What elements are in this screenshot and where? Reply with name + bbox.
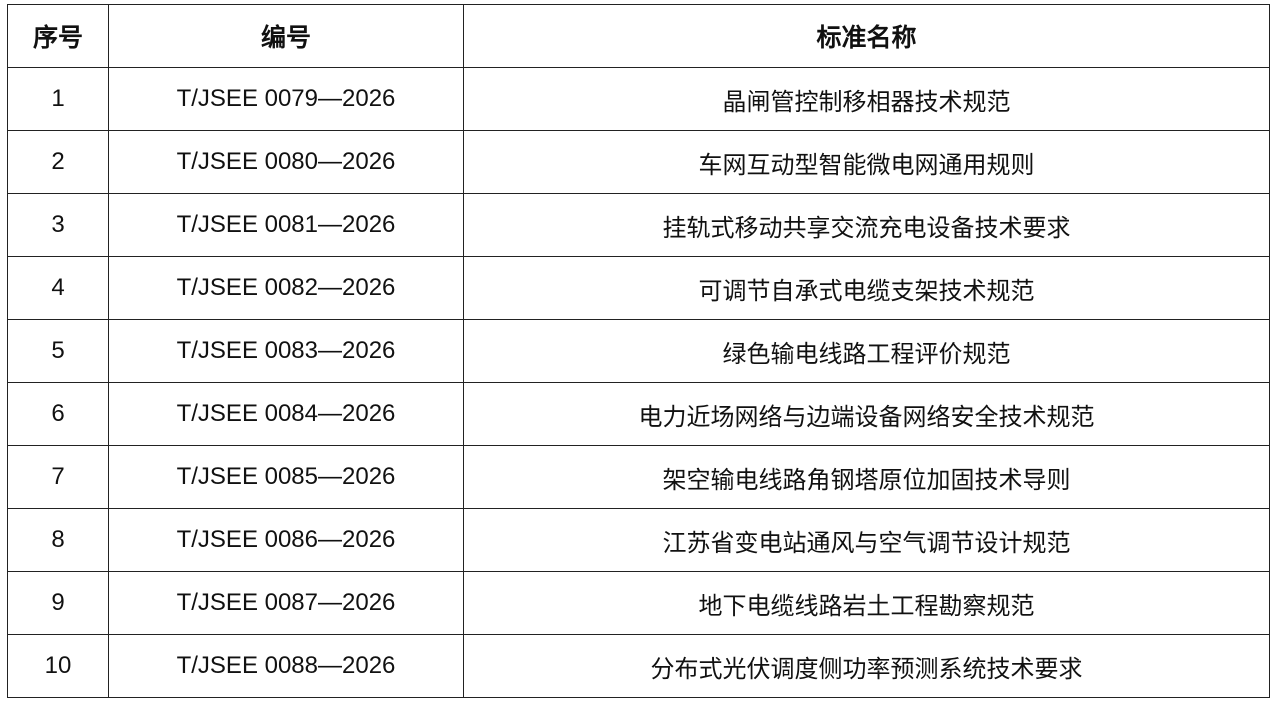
header-row: 序号 编号 标准名称 [7, 4, 1270, 68]
cell-code: T/JSEE 0081—2026 [108, 193, 464, 257]
table-row: 1 T/JSEE 0079—2026 晶闸管控制移相器技术规范 [7, 67, 1270, 131]
table-row: 9 T/JSEE 0087—2026 地下电缆线路岩土工程勘察规范 [7, 571, 1270, 635]
cell-name: 可调节自承式电缆支架技术规范 [463, 256, 1270, 320]
cell-name: 电力近场网络与边端设备网络安全技术规范 [463, 382, 1270, 446]
cell-index: 3 [7, 193, 109, 257]
cell-code: T/JSEE 0084—2026 [108, 382, 464, 446]
header-name: 标准名称 [463, 4, 1270, 68]
header-index: 序号 [7, 4, 109, 68]
table-row: 7 T/JSEE 0085—2026 架空输电线路角钢塔原位加固技术导则 [7, 445, 1270, 509]
cell-code: T/JSEE 0082—2026 [108, 256, 464, 320]
table-row: 5 T/JSEE 0083—2026 绿色输电线路工程评价规范 [7, 319, 1270, 383]
cell-name: 挂轨式移动共享交流充电设备技术要求 [463, 193, 1270, 257]
header-code: 编号 [108, 4, 464, 68]
table-row: 3 T/JSEE 0081—2026 挂轨式移动共享交流充电设备技术要求 [7, 193, 1270, 257]
cell-code: T/JSEE 0079—2026 [108, 67, 464, 131]
table-row: 4 T/JSEE 0082—2026 可调节自承式电缆支架技术规范 [7, 256, 1270, 320]
cell-code: T/JSEE 0087—2026 [108, 571, 464, 635]
cell-code: T/JSEE 0088—2026 [108, 634, 464, 698]
cell-code: T/JSEE 0086—2026 [108, 508, 464, 572]
table-row: 8 T/JSEE 0086—2026 江苏省变电站通风与空气调节设计规范 [7, 508, 1270, 572]
cell-index: 10 [7, 634, 109, 698]
cell-index: 6 [7, 382, 109, 446]
cell-name: 江苏省变电站通风与空气调节设计规范 [463, 508, 1270, 572]
cell-code: T/JSEE 0080—2026 [108, 130, 464, 194]
cell-name: 分布式光伏调度侧功率预测系统技术要求 [463, 634, 1270, 698]
cell-index: 2 [7, 130, 109, 194]
cell-index: 9 [7, 571, 109, 635]
standards-table: 序号 编号 标准名称 1 T/JSEE 0079—2026 晶闸管控制移相器技术规范… [7, 4, 1270, 698]
table-row: 2 T/JSEE 0080—2026 车网互动型智能微电网通用规则 [7, 130, 1270, 194]
cell-name: 架空输电线路角钢塔原位加固技术导则 [463, 445, 1270, 509]
table-row: 10 T/JSEE 0088—2026 分布式光伏调度侧功率预测系统技术要求 [7, 634, 1270, 698]
cell-index: 1 [7, 67, 109, 131]
cell-index: 4 [7, 256, 109, 320]
cell-index: 8 [7, 508, 109, 572]
cell-name: 地下电缆线路岩土工程勘察规范 [463, 571, 1270, 635]
table-row: 6 T/JSEE 0084—2026 电力近场网络与边端设备网络安全技术规范 [7, 382, 1270, 446]
cell-index: 7 [7, 445, 109, 509]
cell-index: 5 [7, 319, 109, 383]
cell-code: T/JSEE 0083—2026 [108, 319, 464, 383]
cell-name: 绿色输电线路工程评价规范 [463, 319, 1270, 383]
cell-name: 车网互动型智能微电网通用规则 [463, 130, 1270, 194]
cell-code: T/JSEE 0085—2026 [108, 445, 464, 509]
cell-name: 晶闸管控制移相器技术规范 [463, 67, 1270, 131]
